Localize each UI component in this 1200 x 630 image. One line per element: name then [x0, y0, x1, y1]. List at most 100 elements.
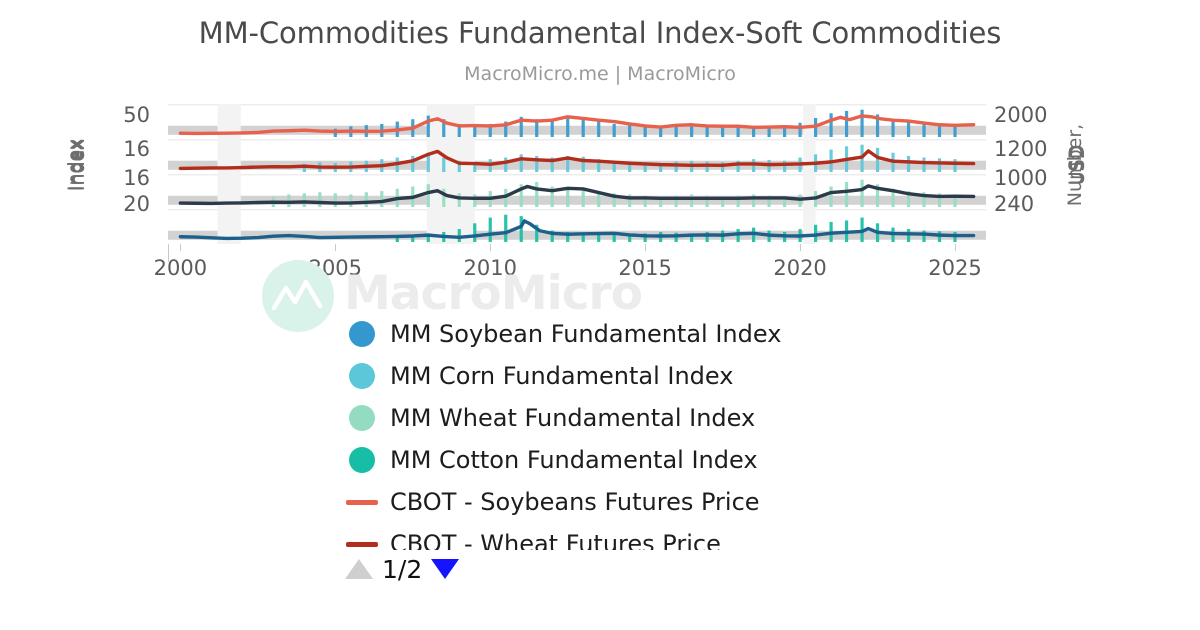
legend-dot-icon [349, 363, 375, 389]
panel-band-1 [168, 160, 986, 170]
bar [426, 233, 430, 242]
bar [736, 126, 740, 137]
pager-prev-icon[interactable] [345, 559, 373, 579]
shaded-region-2 [803, 104, 816, 244]
line-series-0 [178, 114, 976, 136]
x-tickmark-4 [800, 244, 802, 251]
bar [736, 195, 740, 207]
bar [752, 127, 756, 137]
bar [597, 121, 601, 137]
bar [767, 126, 771, 137]
bar [844, 110, 849, 137]
bar [426, 152, 430, 172]
bar [566, 188, 570, 207]
bar [937, 158, 942, 172]
legend-swatch-3 [345, 447, 379, 473]
bar [473, 223, 477, 242]
bar [906, 229, 911, 242]
left-tick-2: 16 [123, 166, 150, 190]
bar [473, 126, 477, 137]
left-axis-ticks: 50 16 16 20 [40, 0, 150, 280]
bar [612, 160, 616, 172]
x-tickmark-3 [645, 244, 647, 251]
plot-area[interactable] [168, 104, 986, 244]
page-subtitle: MacroMicro.me | MacroMicro [464, 63, 736, 85]
legend-dot-icon [349, 405, 375, 431]
bar [674, 126, 678, 137]
bar [581, 189, 585, 207]
bar [566, 155, 570, 172]
bar [628, 125, 632, 137]
right-axis-ticks: 2000 1200 1000 240 [994, 0, 1074, 280]
bar [659, 196, 663, 207]
legend-label-1: MM Corn Fundamental Index [390, 362, 734, 390]
legend-swatch-4 [345, 489, 379, 515]
bar [674, 161, 678, 172]
bar [504, 214, 508, 242]
bar [906, 191, 911, 207]
bar [813, 224, 818, 242]
bar [550, 157, 554, 172]
bar [953, 126, 957, 137]
legend-swatch-5 [345, 531, 379, 550]
bar [504, 188, 508, 207]
legend-label-3: MM Cotton Fundamental Index [390, 446, 758, 474]
y-axis-line [168, 244, 169, 262]
plot-svg [168, 104, 986, 244]
legend-line-icon [346, 499, 378, 505]
legend-pager[interactable]: 1/2 [345, 552, 460, 586]
bar [690, 233, 694, 242]
bar [302, 193, 306, 207]
bar [922, 192, 926, 207]
bar [782, 125, 787, 137]
bar [736, 160, 740, 172]
bar [953, 159, 957, 172]
bar [674, 195, 678, 207]
legend-item-4[interactable]: CBOT - Soybeans Futures Price [345, 481, 905, 523]
bar [457, 193, 461, 207]
bar [318, 192, 322, 207]
bar [736, 229, 740, 242]
legend-item-3[interactable]: MM Cotton Fundamental Index [345, 439, 905, 481]
right-tick-2: 1000 [994, 166, 1048, 190]
x-tick-4: 2020 [773, 256, 827, 280]
bar [519, 184, 523, 207]
bar [659, 127, 663, 137]
x-tickmark-2 [490, 244, 492, 251]
bar [426, 115, 430, 137]
bar [411, 155, 415, 172]
x-tick-0: 2000 [153, 256, 208, 280]
bar [875, 184, 880, 207]
bar [752, 194, 756, 207]
x-tick-3: 2015 [618, 256, 672, 280]
bar [597, 192, 601, 207]
x-tick-1: 2005 [308, 256, 363, 280]
legend-item-5[interactable]: CBOT - Wheat Futures Price [345, 523, 905, 550]
legend-item-0[interactable]: MM Soybean Fundamental Index [345, 313, 905, 355]
bar [875, 147, 880, 172]
x-axis-ticks: 2000 2005 2010 2015 2020 2025 [0, 244, 1200, 284]
bar [860, 109, 864, 137]
pager-next-icon[interactable] [431, 559, 460, 579]
bar [906, 121, 911, 137]
left-tick-1: 16 [123, 137, 150, 161]
bar [597, 233, 601, 242]
legend-item-1[interactable]: MM Corn Fundamental Index [345, 355, 905, 397]
bar [457, 160, 461, 172]
bar [628, 161, 632, 172]
bar [953, 194, 957, 207]
bar [535, 119, 539, 137]
bar [721, 196, 725, 207]
bar [581, 156, 585, 172]
bar [922, 230, 926, 242]
legend-line-icon [346, 541, 378, 547]
bar [457, 229, 461, 242]
bar [891, 188, 895, 207]
bar [457, 123, 461, 137]
bar [612, 193, 616, 207]
legend-item-2[interactable]: MM Wheat Fundamental Index [345, 397, 905, 439]
bar [690, 125, 694, 137]
left-tick-3: 20 [123, 192, 150, 216]
bar [581, 119, 585, 137]
